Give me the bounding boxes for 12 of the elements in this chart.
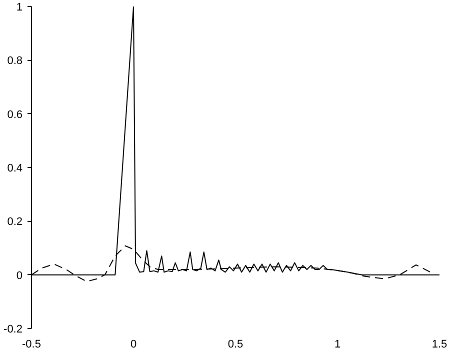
y-tick-label: 0.6: [7, 108, 23, 121]
y-tick-label: 0.4: [7, 162, 23, 174]
y-tick-label: -0.2: [4, 324, 23, 336]
y-tick-label: 0.2: [7, 216, 23, 228]
x-tick-label: 0: [130, 338, 137, 350]
y-tick-label: 0.8: [7, 55, 23, 68]
x-tick-label: 0.5: [228, 338, 244, 350]
y-tick-label: 1: [16, 2, 23, 14]
x-tick-label: 1: [334, 338, 341, 350]
y-tick-label: 0: [16, 270, 23, 282]
x-tick-label: 1.5: [432, 338, 448, 350]
x-tick-label: -0.5: [22, 338, 41, 350]
